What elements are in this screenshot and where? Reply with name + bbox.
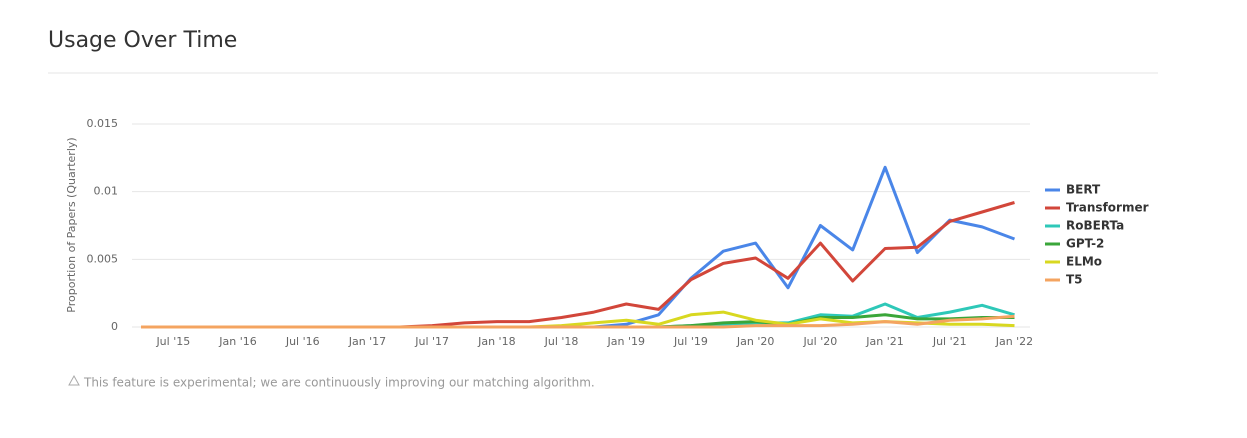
x-tick-label: Jan '17: [348, 335, 386, 348]
y-axis-label: Proportion of Papers (Quarterly): [65, 137, 78, 312]
legend-label: GPT-2: [1066, 237, 1104, 251]
footnote: This feature is experimental; we are con…: [83, 376, 595, 390]
x-tick-label: Jul '15: [155, 335, 190, 348]
x-tick-label: Jan '18: [477, 335, 515, 348]
x-tick-label: Jan '16: [218, 335, 256, 348]
x-tick-label: Jan '19: [607, 335, 645, 348]
legend-label: ELMo: [1066, 255, 1102, 269]
series-line: [141, 201, 1015, 329]
legend-label: BERT: [1066, 183, 1101, 197]
legend-label: T5: [1066, 273, 1083, 287]
series-line: [141, 314, 1015, 329]
x-tick-label: Jul '16: [285, 335, 320, 348]
x-tick-label: Jan '21: [865, 335, 903, 348]
y-tick-label: 0: [111, 320, 118, 333]
x-tick-label: Jul '17: [414, 335, 449, 348]
legend-label: Transformer: [1066, 201, 1149, 215]
x-tick-label: Jul '19: [673, 335, 708, 348]
x-tick-label: Jan '20: [736, 335, 774, 348]
x-tick-label: Jul '21: [932, 335, 967, 348]
section-title: Usage Over Time: [48, 28, 237, 53]
legend-label: RoBERTa: [1066, 219, 1124, 233]
y-tick-label: 0.01: [94, 185, 119, 198]
x-tick-label: Jan '22: [995, 335, 1033, 348]
x-tick-label: Jul '18: [544, 335, 579, 348]
y-tick-label: 0.015: [87, 117, 119, 130]
y-tick-label: 0.005: [87, 252, 119, 265]
x-tick-label: Jul '20: [802, 335, 837, 348]
warning-icon: [68, 374, 80, 386]
